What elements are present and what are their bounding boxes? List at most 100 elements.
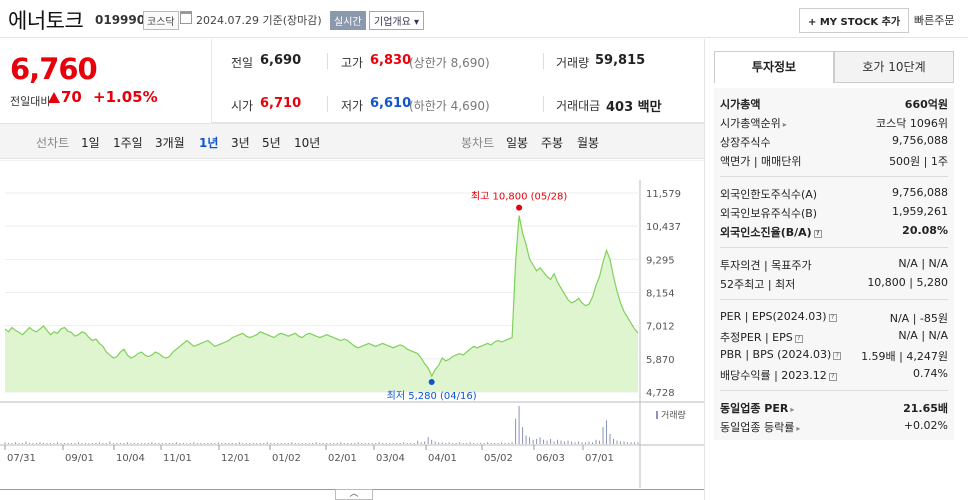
volume-bar <box>133 443 135 444</box>
collapse-chart-button[interactable]: ︿ <box>335 489 373 500</box>
volume-bar <box>452 443 454 444</box>
volume-bar <box>497 443 499 444</box>
high-label: 고가 <box>341 56 364 70</box>
volume-bar <box>63 443 65 444</box>
volume-bar <box>522 427 524 444</box>
price-chart[interactable]: 11,579 10,437 9,295 8,154 7,012 5,870 4,728 최고 … <box>0 160 704 489</box>
price-area <box>5 215 638 392</box>
volume-bar <box>312 443 314 444</box>
volume-bar <box>466 443 468 444</box>
volume-bar <box>242 443 244 444</box>
info-row-sector-rate: 동일업종 등락률 ▸ +0.02% <box>720 419 948 437</box>
volume-bar <box>515 418 517 444</box>
company-overview-dropdown[interactable]: 기업개요 ▾ <box>369 11 425 30</box>
chart-toolbar <box>0 123 704 159</box>
volume-bar <box>196 443 198 444</box>
volume-bar <box>109 441 111 444</box>
volume-bar <box>455 443 457 444</box>
change-value: 70 <box>48 88 82 106</box>
volume-bar <box>406 443 408 444</box>
change-percent: +1.05% <box>93 88 158 106</box>
period-1y[interactable]: 1년 <box>199 136 219 150</box>
caret-right-icon[interactable]: ▸ <box>790 405 795 414</box>
volume-bar <box>434 441 436 444</box>
low-label: 저가 <box>341 99 364 113</box>
volume-bar <box>609 433 611 444</box>
info-value: +0.02% <box>903 419 948 432</box>
volume-bar <box>588 441 590 444</box>
volume-bar <box>578 441 580 444</box>
volume-bar <box>182 443 184 444</box>
caret-right-icon[interactable]: ▸ <box>796 424 801 433</box>
period-1d[interactable]: 1일 <box>81 136 100 150</box>
caret-right-icon[interactable]: ▸ <box>782 120 787 129</box>
divider <box>720 390 948 391</box>
info-row-dividend: 배당수익률 | 2023.12? 0.74% <box>720 367 948 385</box>
period-10y[interactable]: 10년 <box>294 136 321 150</box>
period-5y[interactable]: 5년 <box>262 136 281 150</box>
period-3y[interactable]: 3년 <box>231 136 250 150</box>
volume-bar <box>228 443 230 444</box>
quick-order-link[interactable]: 빠른주문 <box>914 14 955 27</box>
volume-bar <box>39 442 41 444</box>
candle-daily[interactable]: 일봉 <box>506 136 529 150</box>
info-value: 0.74% <box>913 367 948 380</box>
x-tick-label: 02/01 <box>328 453 357 464</box>
volume-bar <box>354 443 356 444</box>
tab-investment-info[interactable]: 투자정보 <box>714 51 834 83</box>
info-value: 코스닥 1096위 <box>876 117 948 130</box>
info-row-pbr: PBR | BPS (2024.03)? 1.59배 | 4,247원 <box>720 348 948 366</box>
volume-bar <box>284 443 286 444</box>
help-icon[interactable]: ? <box>828 314 837 322</box>
volume-bar <box>350 443 352 444</box>
volume-bar <box>487 442 489 444</box>
info-value: N/A | -85원 <box>889 312 948 325</box>
info-value: 10,800 | 5,280 <box>867 276 948 289</box>
volume-bar <box>441 442 443 444</box>
change-label: 전일대비 <box>10 95 51 108</box>
x-tick-label: 07/01 <box>585 453 614 464</box>
info-label: 동일업종 PER ▸ <box>720 400 794 416</box>
realtime-button[interactable]: 실시간 <box>330 11 366 30</box>
volume-bar <box>301 443 303 444</box>
info-label: PBR | BPS (2024.03)? <box>720 348 842 361</box>
volume-bar <box>378 442 380 444</box>
info-row-foreign-ratio: 외국인소진율(B/A)? 20.08% <box>720 224 948 242</box>
add-mystock-button[interactable]: + MY STOCK 추가 <box>799 8 910 33</box>
period-3m[interactable]: 3개월 <box>155 136 185 150</box>
help-icon[interactable]: ? <box>828 373 837 381</box>
info-label: 액면가 | 매매단위 <box>720 155 802 168</box>
x-tick-label: 01/02 <box>272 453 301 464</box>
volume-bar <box>448 442 450 444</box>
volume-bar <box>140 443 142 444</box>
help-icon[interactable]: ? <box>833 352 842 360</box>
investment-info-box <box>714 88 954 440</box>
volume-bar <box>245 443 247 444</box>
volume-bar <box>637 442 639 444</box>
volume-bar <box>217 442 219 444</box>
candle-weekly[interactable]: 주봉 <box>541 136 564 150</box>
info-label: 외국인한도주식수(A) <box>720 188 818 201</box>
volume-bar <box>329 443 331 444</box>
volume-bar <box>25 441 27 444</box>
volume-bar <box>476 443 478 444</box>
volume-bar <box>287 443 289 444</box>
volume-bar <box>259 443 261 444</box>
volume-bar <box>424 441 426 444</box>
y-tick-label: 5,870 <box>646 355 675 366</box>
period-1w[interactable]: 1주일 <box>113 136 143 150</box>
chevron-down-icon: ▾ <box>414 17 420 28</box>
candle-monthly[interactable]: 월봉 <box>577 136 600 150</box>
info-label-text: PER | EPS(2024.03) <box>720 310 827 323</box>
volume-bar <box>322 443 324 444</box>
tab-order-book[interactable]: 호가 10단계 <box>834 51 954 83</box>
info-value: N/A | N/A <box>898 257 948 270</box>
upper-limit: (상한가 8,690) <box>409 56 490 70</box>
help-icon[interactable]: ? <box>794 335 803 343</box>
volume-bar <box>53 443 55 444</box>
volume-bar <box>49 443 51 444</box>
help-icon[interactable]: ? <box>813 230 822 238</box>
info-row-foreign-limit: 외국인한도주식수(A) 9,756,088 <box>720 186 948 204</box>
volume-bar <box>74 443 76 444</box>
header-bar <box>0 0 968 38</box>
